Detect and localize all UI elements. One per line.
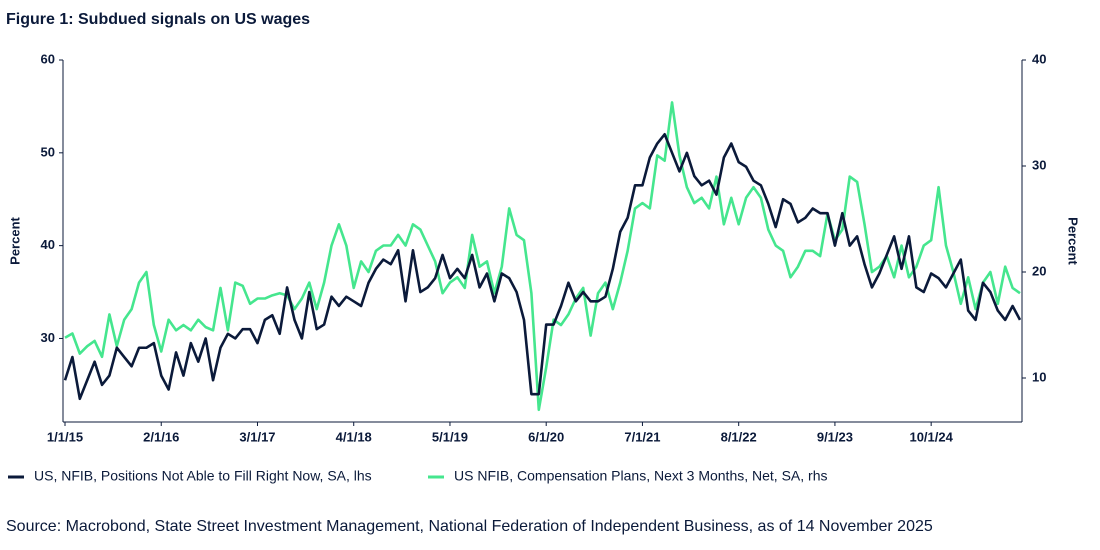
x-tick-label: 7/1/21 <box>624 429 660 444</box>
x-tick-label: 6/1/20 <box>528 429 564 444</box>
x-tick-label: 1/1/15 <box>47 429 83 444</box>
x-tick-label: 8/1/22 <box>721 429 757 444</box>
x-tick-label: 4/1/18 <box>336 429 372 444</box>
legend-label: US, NFIB, Positions Not Able to Fill Rig… <box>34 468 372 484</box>
x-tick-label: 10/1/24 <box>909 429 953 444</box>
y2-tick-label: 30 <box>1032 157 1046 172</box>
y2-tick-label: 10 <box>1032 369 1046 384</box>
y-tick-label: 50 <box>41 144 55 159</box>
x-tick-label: 3/1/17 <box>239 429 275 444</box>
series-line <box>63 132 1022 401</box>
y2-tick-label: 20 <box>1032 263 1046 278</box>
y2-axis-label: Percent <box>1066 217 1081 265</box>
series-line <box>64 101 1021 412</box>
y-tick-label: 30 <box>41 330 55 345</box>
x-tick-label: 5/1/19 <box>432 429 468 444</box>
legend-label: US NFIB, Compensation Plans, Next 3 Mont… <box>454 468 827 484</box>
y2-tick-label: 40 <box>1032 51 1046 66</box>
y-tick-label: 40 <box>41 237 55 252</box>
x-tick-label: 9/1/23 <box>817 429 853 444</box>
x-tick-label: 2/1/16 <box>143 429 179 444</box>
source-note: Source: Macrobond, State Street Investme… <box>6 518 933 535</box>
y-axis-label: Percent <box>7 216 22 264</box>
y-tick-label: 60 <box>41 51 55 66</box>
chart-title: Figure 1: Subdued signals on US wages <box>6 11 310 28</box>
